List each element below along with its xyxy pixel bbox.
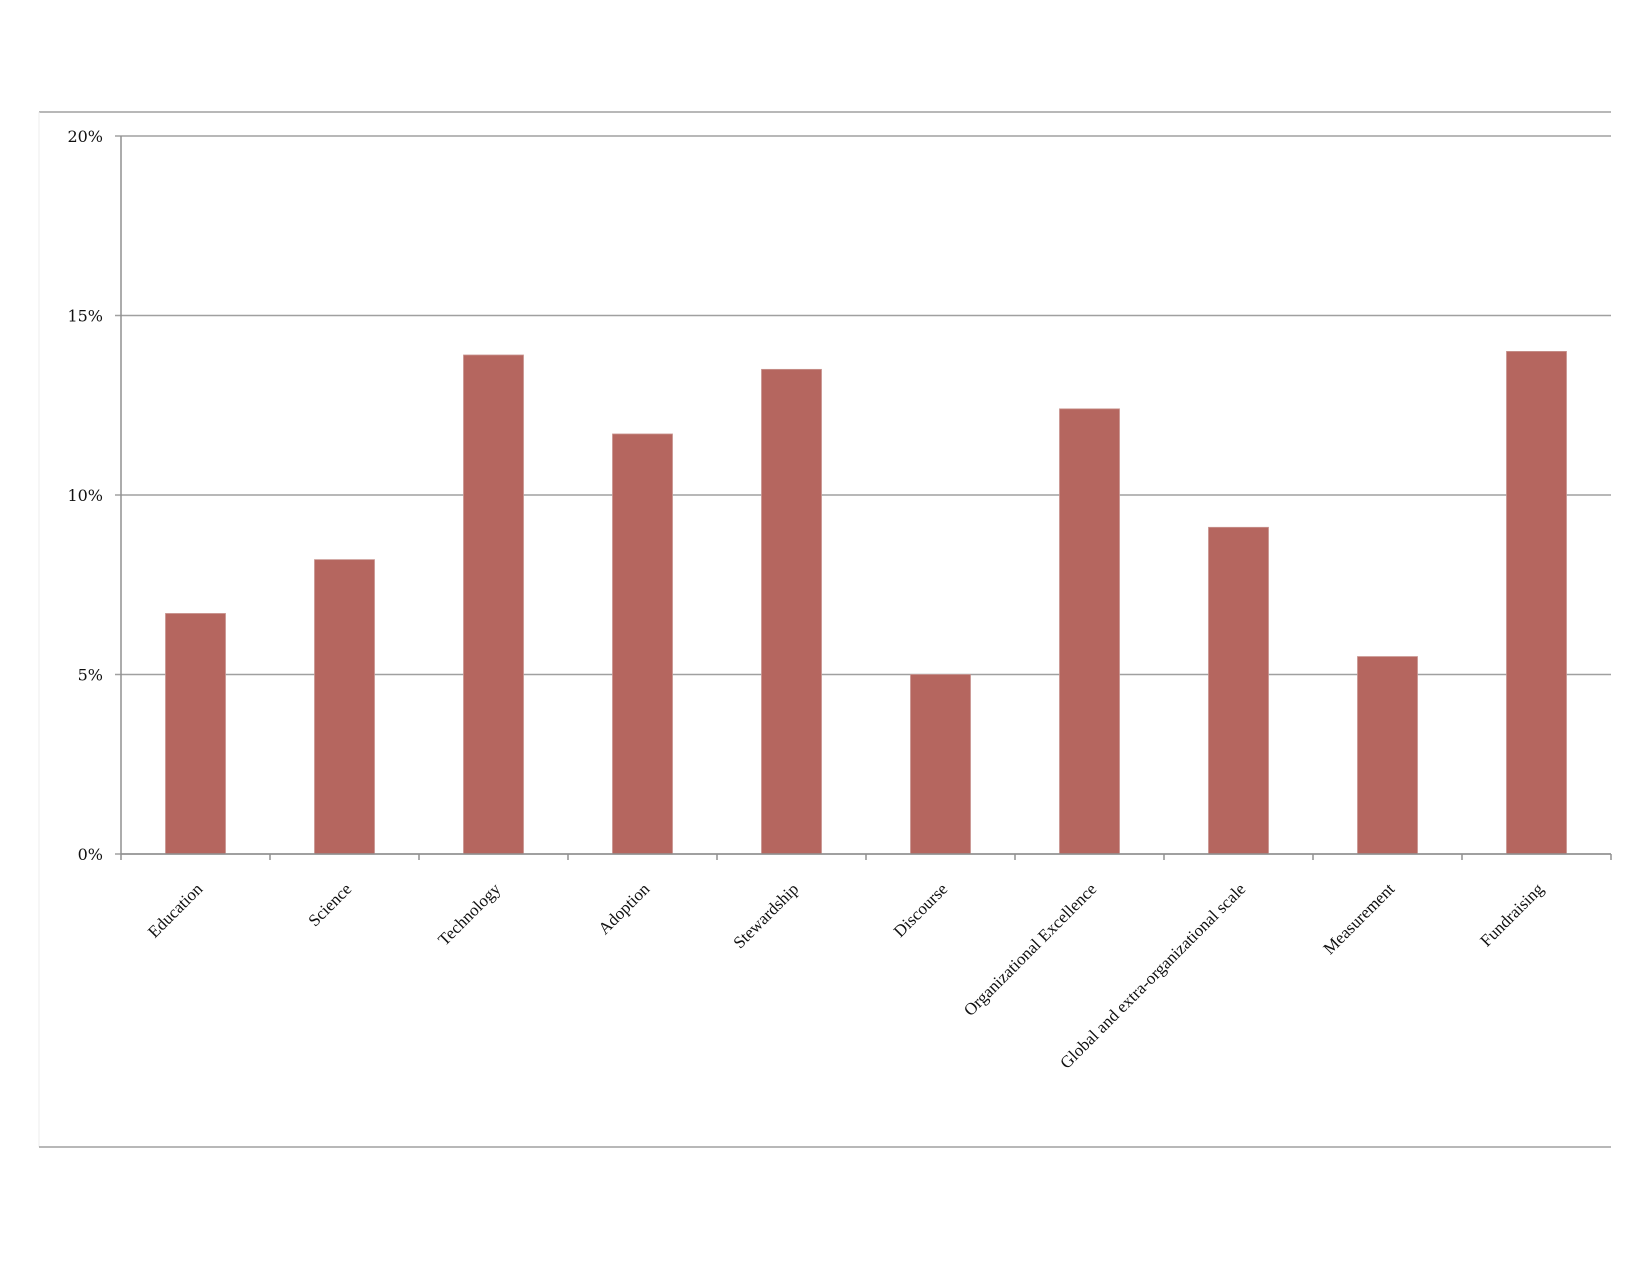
bar-education: [165, 613, 226, 855]
bar-discourse: [910, 674, 971, 855]
y-tick-label: 0%: [78, 845, 103, 864]
bar-technology: [463, 354, 524, 855]
bar-stewardship: [761, 368, 822, 855]
x-tick-label: Education: [144, 879, 207, 942]
x-tick-label: Fundraising: [1476, 879, 1547, 950]
y-tick-label: 10%: [67, 486, 103, 505]
bar-science: [314, 559, 375, 855]
x-tick-label: Discourse: [890, 879, 952, 941]
bar-measurement: [1357, 656, 1418, 855]
y-tick-label: 15%: [67, 307, 103, 326]
x-tick-label: Global and extra-organizational scale: [1056, 879, 1249, 1072]
x-tick-label: Science: [305, 879, 356, 930]
x-tick-label: Measurement: [1319, 879, 1398, 958]
bar-adoption: [612, 433, 673, 855]
x-tick-label: Technology: [434, 879, 504, 949]
x-tick-label: Organizational Excellence: [960, 879, 1100, 1019]
x-tick-label: Adoption: [594, 879, 653, 938]
x-tick-label: Stewardship: [729, 879, 802, 952]
bar-organizational-excellence: [1059, 408, 1120, 855]
bar-fundraising: [1506, 350, 1567, 855]
bar-global-and-extra-organizational-scale: [1208, 526, 1269, 855]
y-tick-label: 5%: [78, 666, 103, 685]
y-tick-label: 20%: [67, 127, 103, 146]
